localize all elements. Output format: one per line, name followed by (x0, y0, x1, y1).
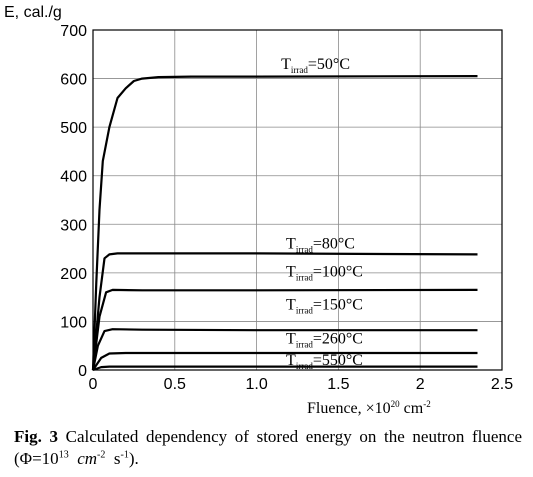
y-tick-label: 100 (60, 314, 87, 331)
figure-number: Fig. 3 (14, 427, 58, 446)
x-axis-label: Fluence, ×1020 cm-2 (307, 399, 431, 417)
series-line-4 (91, 328, 478, 371)
series-labels: Tirrad=50°C Tirrad=80°C Tirrad=100°C Tirrad… (281, 56, 363, 371)
series-label-5: Tirrad=260°C (286, 330, 363, 349)
y-tick-label: 200 (60, 266, 87, 283)
series-label-4: Tirrad=150°C (286, 296, 363, 315)
y-tick-label: 700 (60, 23, 87, 40)
caption-units: cm (77, 449, 98, 468)
stored-energy-chart: 0 100 200 300 400 500 600 700 0 0.5 1.0 1.5 2 2.5 Ti… (4, 4, 514, 417)
series-label-2: Tirrad=80°C (286, 236, 355, 255)
caption-text: Calculated dependency of stored energy o… (14, 427, 522, 468)
series-label-3: Tirrad=100°C (286, 263, 363, 282)
figure-caption: Fig. 3 Calculated dependency of stored e… (14, 426, 522, 470)
series-line-3 (91, 288, 478, 371)
y-tick-label: 0 (78, 363, 87, 380)
y-axis-label: E, cal./g (4, 4, 62, 21)
plot-frame (92, 29, 503, 371)
grid-lines (93, 30, 502, 370)
x-tick-label: 2.5 (491, 376, 513, 393)
x-tick-label: 0 (89, 376, 98, 393)
caption-exp-2: -2 (97, 449, 106, 461)
x-tick-label: 2 (416, 376, 425, 393)
series-lines (91, 75, 478, 372)
series-line-2 (91, 252, 478, 371)
caption-tail: ). (128, 449, 139, 468)
x-tick-labels: 0 0.5 1.0 1.5 2 2.5 (89, 376, 514, 393)
series-line-6 (92, 365, 478, 372)
x-tick-label: 1.5 (327, 376, 349, 393)
y-tick-label: 300 (60, 217, 87, 234)
caption-mid: s (113, 449, 121, 468)
x-tick-label: 1.0 (245, 376, 267, 393)
y-tick-label: 400 (60, 169, 87, 186)
caption-exp-1: 13 (58, 449, 69, 461)
x-tick-label: 0.5 (164, 376, 186, 393)
y-tick-label: 500 (60, 120, 87, 137)
series-line-5 (92, 351, 478, 371)
y-tick-label: 600 (60, 72, 87, 89)
y-tick-labels: 0 100 200 300 400 500 600 700 (60, 23, 87, 380)
caption-exp-3: -1 (120, 449, 129, 461)
series-line-1 (91, 75, 478, 371)
series-label-6: Tirrad=550°C (286, 352, 363, 371)
series-label-1: Tirrad=50°C (281, 56, 350, 75)
